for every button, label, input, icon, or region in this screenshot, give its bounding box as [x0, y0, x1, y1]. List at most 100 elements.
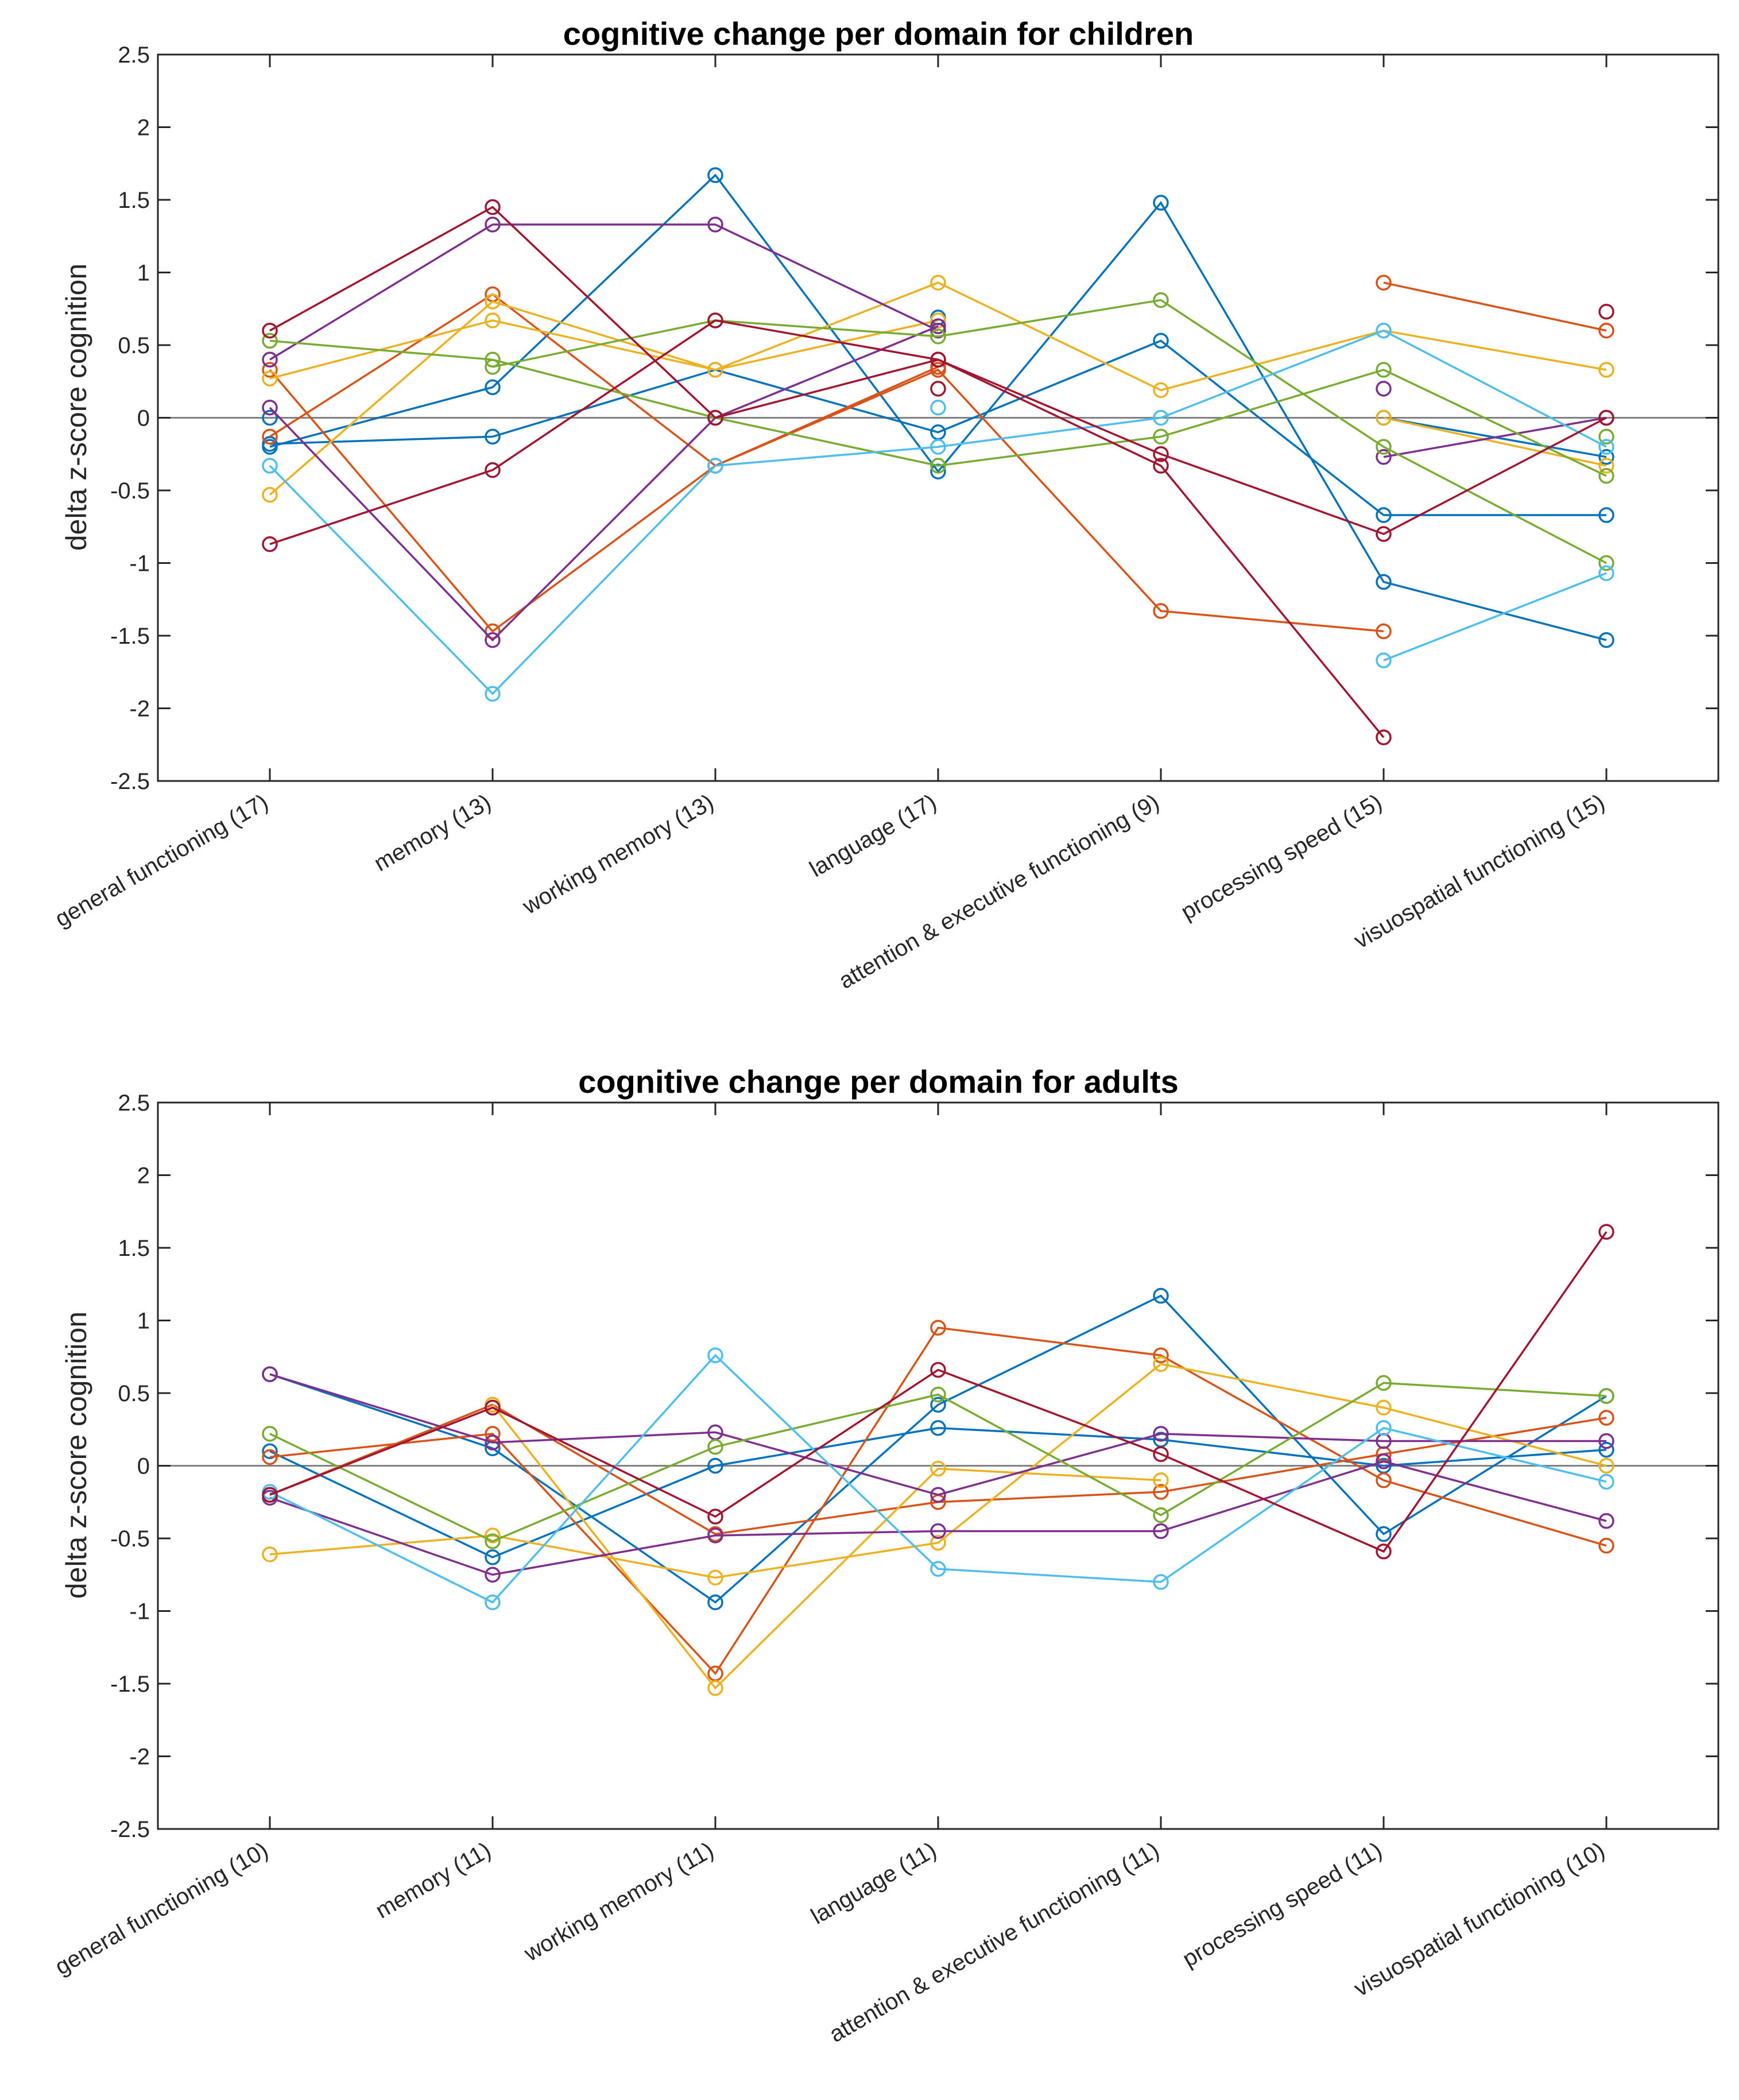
- data-point: [485, 623, 501, 640]
- data-point: [1598, 362, 1614, 378]
- data-point: [485, 1594, 501, 1611]
- data-point: [262, 351, 278, 368]
- data-point: [1598, 1513, 1614, 1529]
- data-point: [1598, 467, 1614, 484]
- data-point: [1153, 1287, 1169, 1304]
- y-tick-label: 2: [137, 1163, 150, 1189]
- data-point: [1598, 507, 1614, 523]
- y-tick-label: -2: [129, 697, 150, 722]
- data-point: [707, 1569, 723, 1586]
- data-point: [1376, 1375, 1392, 1391]
- data-point: [1376, 381, 1392, 397]
- data-point: [1598, 1433, 1614, 1449]
- data-point: [262, 486, 278, 503]
- y-tick-label: -0.5: [110, 1526, 150, 1552]
- data-point: [707, 1457, 723, 1474]
- data-point: [707, 409, 723, 426]
- data-point: [707, 458, 723, 474]
- data-point: [1376, 322, 1392, 339]
- data-point: [262, 322, 278, 339]
- data-point: [930, 1534, 946, 1551]
- data-point: [1153, 332, 1169, 349]
- data-point: [930, 1523, 946, 1540]
- data-point: [1153, 1347, 1169, 1363]
- adults-y-tick-labels: -2.5 -2 -1.5 -1 -0.5 0 0.5 1 1.5 2 2.5: [110, 1090, 150, 1842]
- data-point: [930, 1362, 946, 1378]
- data-point: [485, 1434, 501, 1451]
- data-point: [930, 463, 946, 479]
- data-point: [930, 381, 946, 397]
- data-point: [1376, 507, 1392, 523]
- adults-chart-title: cognitive change per domain for adults: [578, 1063, 1179, 1100]
- adults-series-group: [262, 1224, 1614, 1696]
- data-point: [262, 536, 278, 552]
- data-point: [1376, 449, 1392, 465]
- series-line: [269, 206, 1385, 738]
- data-point: [1376, 1544, 1392, 1560]
- data-point: [930, 1487, 946, 1503]
- data-point: [1598, 1474, 1614, 1490]
- data-point: [930, 439, 946, 455]
- data-point: [1153, 292, 1169, 308]
- series-line: [1383, 572, 1607, 662]
- data-point: [262, 1443, 278, 1459]
- data-point: [485, 216, 501, 233]
- data-point: [707, 1680, 723, 1696]
- series-line: [269, 1382, 1607, 1542]
- data-point: [1153, 1446, 1169, 1463]
- series-line: [269, 223, 939, 361]
- series-line: [269, 1363, 1607, 1579]
- data-point: [707, 1438, 723, 1455]
- y-tick-label: 0: [137, 1454, 150, 1479]
- children-series-5: [262, 274, 1614, 640]
- children-series-14: [930, 400, 1614, 668]
- data-point: [262, 1546, 278, 1563]
- data-point: [1153, 446, 1169, 462]
- data-point: [262, 1449, 278, 1465]
- data-point: [707, 167, 723, 183]
- series-line: [269, 339, 1606, 516]
- data-point: [1376, 526, 1392, 542]
- data-point: [1153, 409, 1169, 426]
- y-tick-label: -1.5: [110, 624, 150, 649]
- y-tick-label: -0.5: [110, 478, 150, 504]
- data-point: [1153, 458, 1169, 474]
- data-point: [1598, 1388, 1614, 1404]
- data-point: [1598, 1224, 1614, 1240]
- data-point: [262, 362, 278, 378]
- data-point: [485, 1426, 501, 1442]
- series-line: [492, 299, 1607, 564]
- data-point: [1598, 565, 1614, 581]
- data-point: [485, 359, 501, 375]
- data-point: [262, 458, 278, 474]
- data-point: [930, 1397, 946, 1413]
- children-y-tick-labels: -2.5 -2 -1.5 -1 -0.5 0 0.5 1 1.5 2 2.5: [110, 42, 150, 794]
- data-point: [485, 632, 501, 648]
- data-point: [485, 1567, 501, 1583]
- data-point: [707, 362, 723, 378]
- data-point: [485, 462, 501, 478]
- data-point: [930, 400, 946, 416]
- data-point: [930, 1561, 946, 1577]
- series-line: [269, 1231, 1608, 1553]
- data-point: [1598, 1537, 1614, 1554]
- data-point: [930, 328, 946, 345]
- data-point: [1598, 1410, 1614, 1426]
- data-point: [707, 312, 723, 328]
- y-tick-label: 0.5: [118, 333, 150, 358]
- data-point: [1153, 1426, 1169, 1442]
- data-point: [707, 1347, 723, 1363]
- data-point: [262, 1366, 278, 1382]
- adults-y-axis-label: delta z-score cognition: [60, 1312, 92, 1599]
- data-point: [262, 332, 278, 349]
- children-axes-frame-group: [157, 53, 1719, 782]
- y-tick-label: 1.5: [118, 188, 150, 213]
- data-point: [1153, 382, 1169, 399]
- data-point: [262, 409, 278, 426]
- data-point: [1598, 449, 1614, 465]
- children-chart-title: cognitive change per domain for children: [563, 16, 1194, 52]
- data-point: [930, 1320, 946, 1336]
- series-line: [1383, 281, 1607, 332]
- y-tick-label: 1: [137, 261, 150, 286]
- data-point: [485, 1549, 501, 1565]
